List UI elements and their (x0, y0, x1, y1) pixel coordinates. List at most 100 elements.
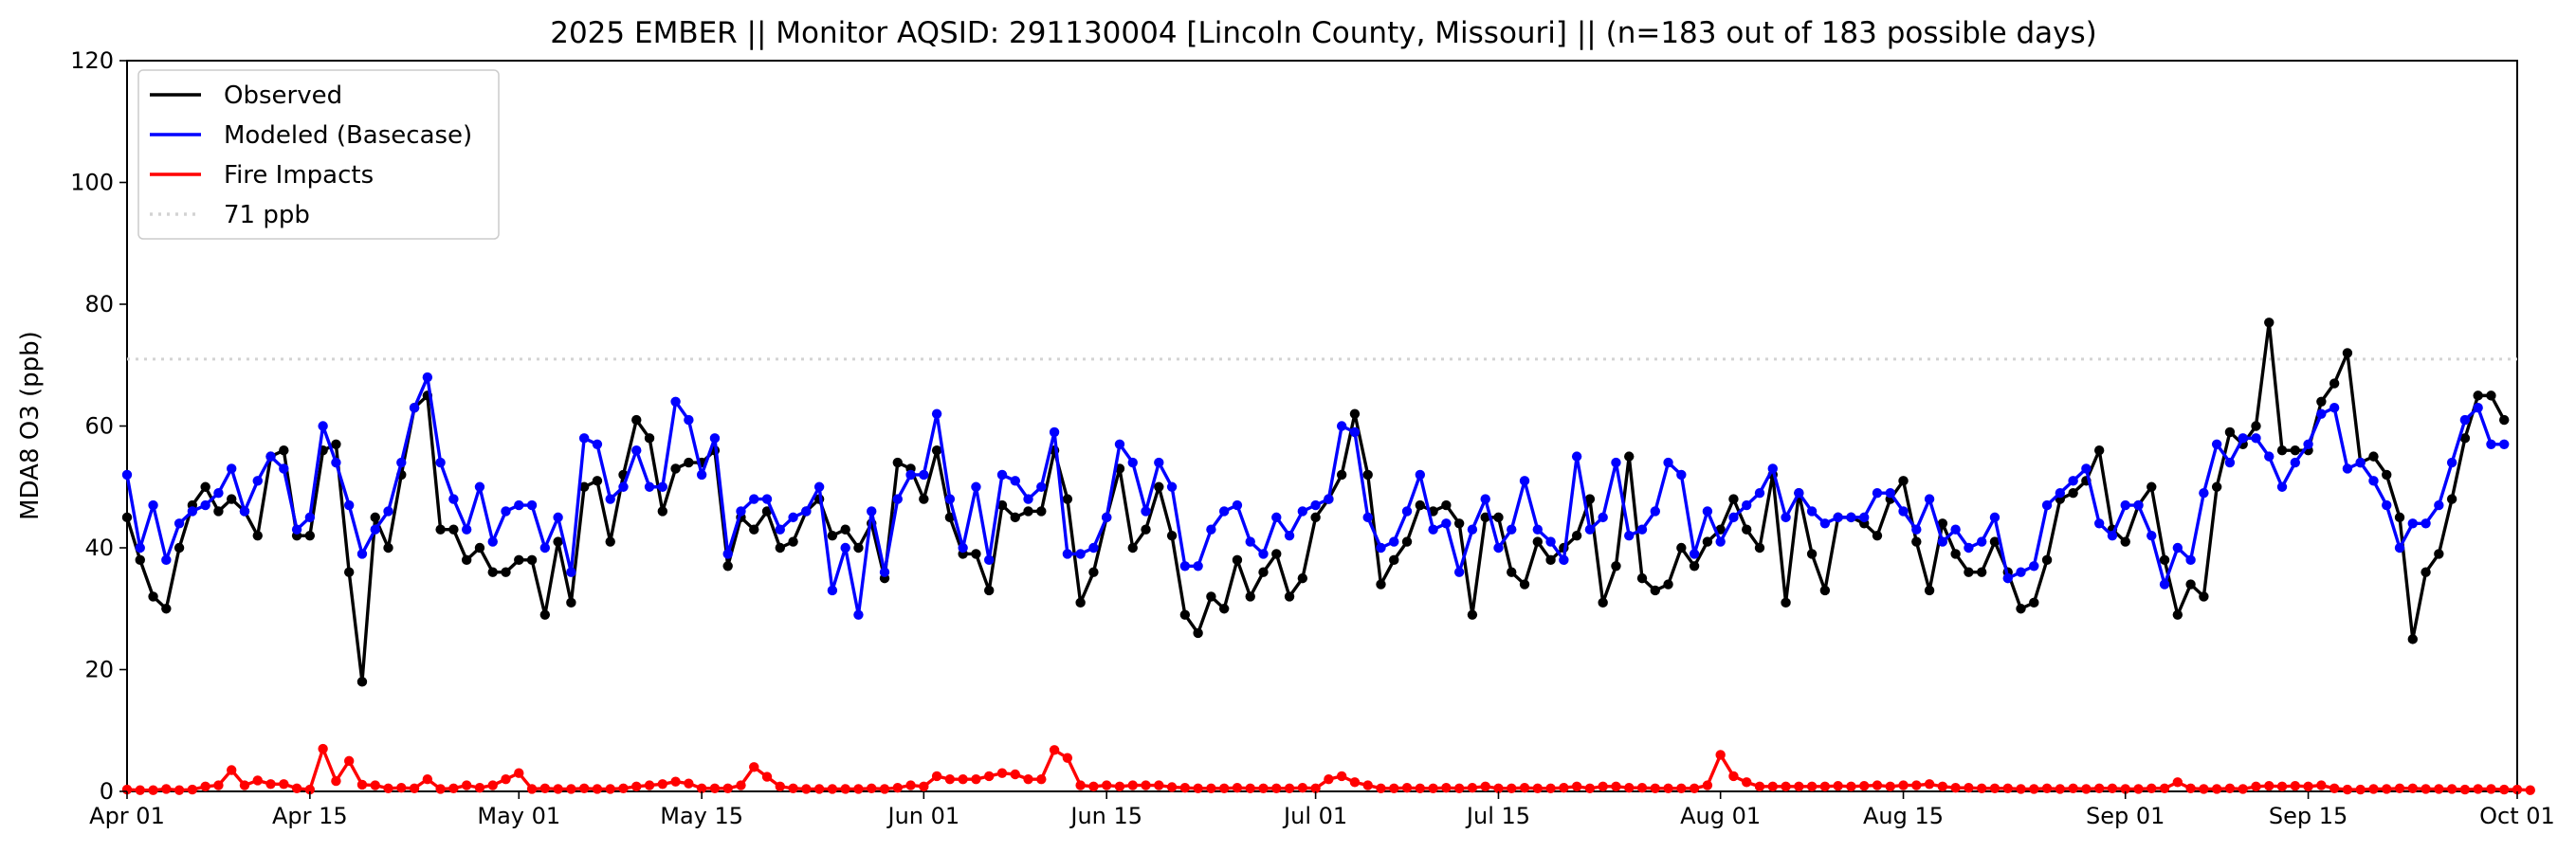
data-point-fire-impacts (1519, 782, 1530, 793)
data-point-fire-impacts (1467, 782, 1478, 793)
data-point-fire-impacts (1075, 780, 1086, 790)
data-point-modeled-basecase (1689, 549, 1700, 559)
data-point-observed (1023, 506, 1033, 517)
data-point-modeled-basecase (2199, 487, 2209, 499)
data-point-modeled-basecase (2055, 487, 2066, 499)
data-point-observed (370, 512, 380, 523)
data-point-fire-impacts (840, 784, 850, 794)
data-point-modeled-basecase (879, 567, 890, 577)
data-point-fire-impacts (2199, 784, 2209, 794)
data-point-modeled-basecase (1571, 451, 1582, 462)
data-point-observed (1166, 530, 1178, 541)
data-point-modeled-basecase (670, 396, 681, 407)
data-point-modeled-basecase (618, 481, 629, 492)
data-point-modeled-basecase (1310, 499, 1321, 511)
data-point-modeled-basecase (227, 463, 237, 474)
data-point-fire-impacts (618, 783, 629, 793)
data-point-fire-impacts (1781, 781, 1791, 792)
data-point-modeled-basecase (1924, 494, 1935, 504)
data-point-fire-impacts (501, 773, 511, 785)
data-point-observed (1271, 549, 1282, 559)
data-point-fire-impacts (2290, 781, 2301, 791)
data-point-modeled-basecase (1819, 518, 1831, 529)
data-point-observed (1206, 591, 1216, 602)
data-point-observed (1036, 506, 1047, 517)
data-point-observed (2329, 378, 2340, 389)
data-point-fire-impacts (2081, 784, 2092, 794)
data-point-fire-impacts (605, 784, 615, 794)
data-point-observed (448, 524, 459, 535)
data-point-modeled-basecase (461, 524, 472, 535)
data-point-modeled-basecase (1271, 512, 1282, 523)
data-point-fire-impacts (174, 785, 185, 795)
data-point-fire-impacts (213, 780, 224, 790)
data-point-modeled-basecase (2172, 542, 2183, 554)
data-point-observed (1075, 597, 1086, 608)
data-point-observed (501, 567, 511, 577)
data-point-fire-impacts (1218, 783, 1230, 793)
data-point-fire-impacts (1193, 783, 1203, 793)
data-point-observed (1453, 518, 1465, 529)
data-point-observed (1545, 554, 1556, 566)
data-point-modeled-basecase (1258, 549, 1269, 559)
plot-area: 0 20 40 60 80 100 120 Apr 01 Apr 15 May 01 May 15 J… (70, 47, 2555, 829)
data-point-observed (2016, 604, 2026, 614)
data-point-modeled-basecase (1833, 512, 1843, 523)
legend-label: Fire Impacts (224, 161, 374, 190)
data-point-fire-impacts (1102, 780, 1112, 790)
data-point-modeled-basecase (331, 457, 341, 468)
data-point-modeled-basecase (1663, 457, 1673, 468)
data-point-modeled-basecase (279, 463, 289, 474)
data-point-fire-impacts (1545, 783, 1556, 793)
data-point-fire-impacts (1794, 781, 1804, 792)
data-point-modeled-basecase (566, 567, 576, 577)
data-point-modeled-basecase (631, 445, 642, 456)
data-point-fire-impacts (1754, 781, 1765, 792)
data-point-observed (1154, 481, 1164, 492)
data-point-observed (1310, 512, 1321, 523)
data-point-fire-impacts (2459, 784, 2471, 795)
data-point-modeled-basecase (1088, 542, 1099, 554)
data-point-observed (1663, 579, 1673, 590)
data-point-modeled-basecase (722, 549, 733, 559)
data-point-modeled-basecase (396, 457, 407, 468)
data-point-observed (1218, 604, 1230, 614)
data-point-modeled-basecase (2316, 408, 2327, 419)
data-point-observed (840, 524, 850, 535)
data-point-modeled-basecase (409, 403, 420, 413)
data-point-fire-impacts (2093, 783, 2105, 793)
data-point-modeled-basecase (958, 542, 968, 554)
data-point-fire-impacts (2185, 783, 2196, 793)
data-point-fire-impacts (1833, 781, 1843, 791)
data-point-fire-impacts (1715, 750, 1726, 760)
x-tick-label: Oct 01 (2479, 803, 2555, 829)
y-tick-label: 0 (100, 778, 114, 805)
data-point-observed (1937, 518, 1948, 529)
data-point-fire-impacts (1415, 783, 1426, 793)
data-point-modeled-basecase (1781, 512, 1791, 523)
data-point-modeled-basecase (2002, 572, 2013, 584)
data-point-fire-impacts (566, 784, 576, 794)
data-point-fire-impacts (187, 784, 198, 795)
data-point-observed (2434, 549, 2444, 559)
data-point-modeled-basecase (1245, 536, 1255, 547)
legend-label: Observed (224, 82, 342, 110)
data-point-modeled-basecase (2251, 433, 2261, 444)
data-point-modeled-basecase (2382, 499, 2392, 511)
data-point-modeled-basecase (905, 469, 916, 481)
data-point-fire-impacts (1206, 783, 1216, 793)
data-point-modeled-basecase (1493, 542, 1504, 554)
data-point-fire-impacts (1336, 771, 1347, 782)
data-point-fire-impacts (1349, 777, 1361, 788)
data-point-observed (279, 445, 289, 456)
axis-layer: 0 20 40 60 80 100 120 Apr 01 Apr 15 May 01 May 15 J… (70, 47, 2555, 829)
data-point-modeled-basecase (2185, 554, 2196, 566)
data-point-fire-impacts (2133, 784, 2144, 794)
x-tick-label: Jul 01 (1282, 803, 1347, 829)
data-point-observed (1924, 585, 1935, 596)
y-tick-label: 80 (84, 291, 114, 318)
data-point-observed (2029, 597, 2039, 608)
data-point-fire-impacts (1624, 782, 1635, 793)
data-point-fire-impacts (343, 755, 355, 767)
